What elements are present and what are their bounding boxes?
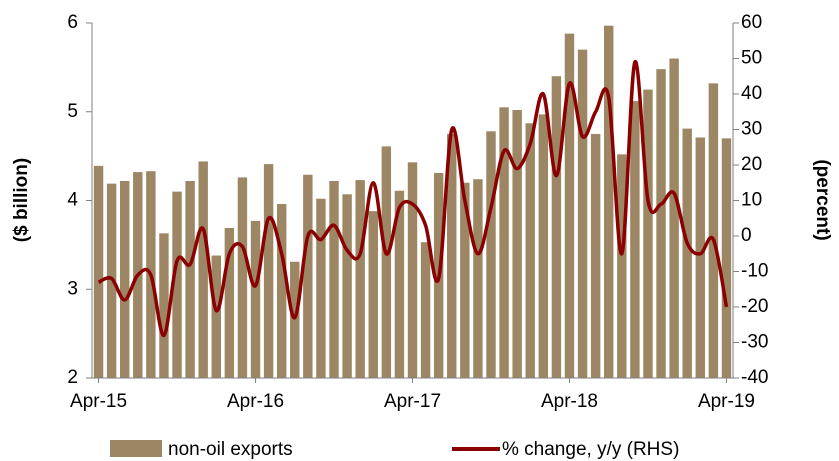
bar <box>172 191 182 378</box>
bar <box>630 101 640 378</box>
bar <box>159 233 169 378</box>
bar <box>460 182 470 378</box>
y-tick-label: 3 <box>67 278 78 299</box>
y-axis-title: ($ billion) <box>11 158 32 242</box>
bar <box>420 242 431 378</box>
bar <box>290 261 300 378</box>
y-tick-label: 2 <box>67 367 78 388</box>
bar <box>303 174 313 378</box>
bar <box>224 228 235 378</box>
x-tick-label: Apr-15 <box>70 391 127 412</box>
bar <box>617 154 627 378</box>
y2-axis-title: (percent) <box>812 159 833 240</box>
legend-label: % change, y/y (RHS) <box>502 439 679 460</box>
bar <box>263 164 274 378</box>
x-tick-label: Apr-19 <box>698 391 755 412</box>
bar <box>407 162 418 378</box>
y2-tick-label: 40 <box>741 83 762 104</box>
bar <box>198 161 208 378</box>
bar <box>682 128 692 378</box>
bar <box>473 179 483 378</box>
line <box>97 60 729 338</box>
y-tick-label: 6 <box>67 12 78 33</box>
y2-tick-label: 0 <box>741 225 752 246</box>
y2-tick-label: 60 <box>741 12 762 33</box>
bar <box>211 255 221 378</box>
legend-swatch <box>110 440 162 457</box>
bar <box>512 109 522 378</box>
y-tick-label: 4 <box>67 190 78 211</box>
bar <box>185 180 195 378</box>
bar <box>447 133 457 378</box>
bar <box>237 177 248 378</box>
bar <box>564 33 575 379</box>
bar <box>590 133 601 378</box>
bar <box>721 138 732 378</box>
bar <box>119 180 130 378</box>
bar <box>342 194 352 378</box>
bar <box>394 190 405 378</box>
y2-tick-label: 20 <box>741 154 762 175</box>
y-tick-label: 5 <box>67 101 78 122</box>
bar <box>250 220 261 378</box>
bar <box>604 25 614 378</box>
bar <box>538 114 549 378</box>
y2-tick-label: -30 <box>741 332 768 353</box>
bar <box>643 89 653 378</box>
bar <box>551 76 562 378</box>
bar <box>499 107 509 378</box>
bar <box>695 137 706 378</box>
bar <box>486 131 496 378</box>
y2-tick-label: 50 <box>741 48 762 69</box>
bar <box>708 83 719 378</box>
y2-tick-label: -40 <box>741 367 768 388</box>
bar <box>329 180 339 378</box>
legend-label: non-oil exports <box>168 439 293 460</box>
x-tick-label: Apr-17 <box>384 391 441 412</box>
y2-tick-label: 30 <box>741 119 762 140</box>
bar <box>355 180 365 378</box>
bar <box>577 49 588 378</box>
bar <box>276 204 287 378</box>
x-tick-label: Apr-18 <box>541 391 598 412</box>
bar <box>381 146 392 378</box>
bar <box>316 198 326 378</box>
x-tick-label: Apr-16 <box>227 391 284 412</box>
bar <box>525 123 535 378</box>
bar <box>669 58 679 378</box>
bar <box>656 69 666 379</box>
y2-tick-label: -20 <box>741 296 768 317</box>
bar <box>93 165 104 378</box>
y2-tick-label: -10 <box>741 261 768 282</box>
y2-tick-label: 10 <box>741 190 762 211</box>
bar <box>368 211 378 378</box>
